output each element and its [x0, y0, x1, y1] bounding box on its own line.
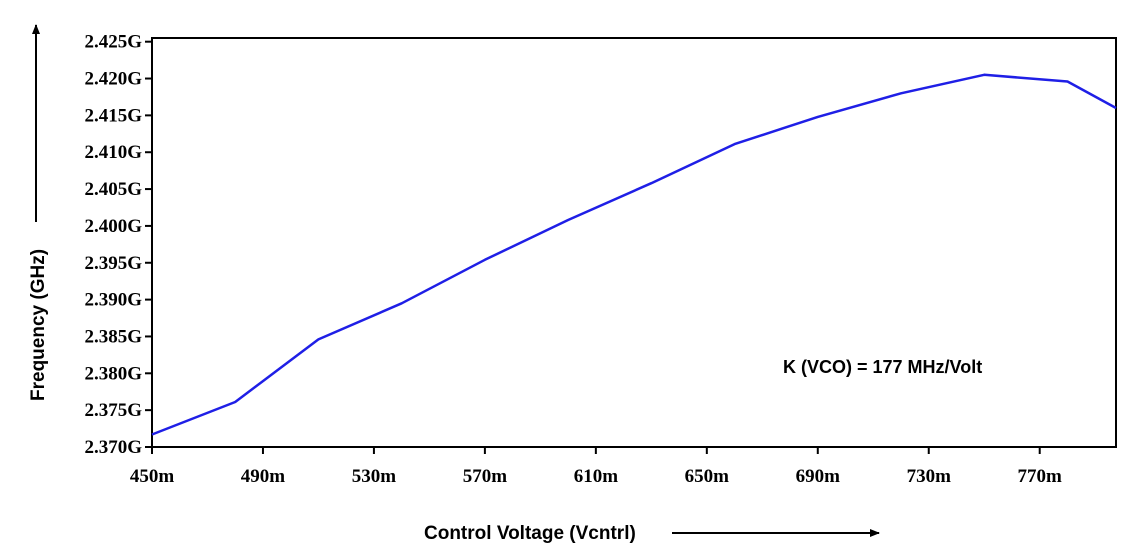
y-tick-label: 2.420G — [84, 69, 142, 90]
x-tick-label: 490m — [241, 466, 286, 487]
y-tick-label: 2.410G — [84, 142, 142, 163]
x-tick-label: 570m — [463, 466, 508, 487]
y-tick-label: 2.405G — [84, 179, 142, 200]
y-tick-label: 2.370G — [84, 437, 142, 458]
y-tick-label: 2.390G — [84, 290, 142, 311]
x-axis-ticks: 450m 490m 530m 570m 610m 650m 690m 730m 770m — [130, 447, 1062, 487]
x-tick-label: 690m — [796, 466, 841, 487]
y-tick-label: 2.375G — [84, 400, 142, 421]
x-tick-label: 610m — [574, 466, 619, 487]
y-axis-ticks: 2.370G 2.375G 2.380G 2.385G 2.390G 2.395G 2.40… — [84, 32, 152, 458]
x-tick-label: 530m — [352, 466, 397, 487]
y-tick-label: 2.425G — [84, 32, 142, 53]
y-tick-label: 2.395G — [84, 253, 142, 274]
kvco-annotation: K (VCO) = 177 MHz/Volt — [783, 357, 982, 377]
y-tick-label: 2.380G — [84, 363, 142, 384]
x-tick-label: 730m — [907, 466, 952, 487]
frequency-series-line — [151, 73, 1117, 436]
y-tick-label: 2.385G — [84, 326, 142, 347]
y-axis-title: Frequency (GHz) — [28, 249, 49, 401]
plot-frame — [151, 37, 1117, 448]
x-tick-label: 450m — [130, 466, 175, 487]
x-tick-label: 650m — [685, 466, 730, 487]
x-axis-title: Control Voltage (Vcntrl) — [424, 523, 636, 544]
x-tick-label: 770m — [1018, 466, 1063, 487]
y-tick-label: 2.400G — [84, 216, 142, 237]
y-tick-label: 2.415G — [84, 105, 142, 126]
